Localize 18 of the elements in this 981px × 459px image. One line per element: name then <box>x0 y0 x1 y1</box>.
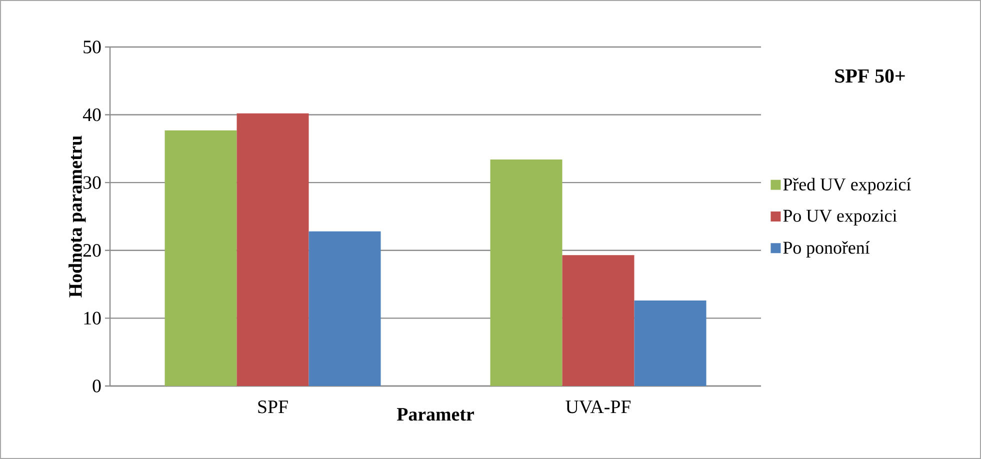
legend-label: Po ponoření <box>783 241 870 258</box>
bar <box>236 113 309 386</box>
bar <box>634 300 706 386</box>
y-tick-label: 10 <box>84 312 101 325</box>
x-axis-title: Parametr <box>396 408 474 421</box>
x-tick-label: SPF <box>258 400 288 414</box>
bar <box>490 160 562 386</box>
y-tick-label: 40 <box>82 108 101 122</box>
legend-label: Před UV expozicí <box>783 178 911 194</box>
bar <box>562 255 634 386</box>
text: SPF 50+ <box>835 69 905 83</box>
y-tick-label: 30 <box>83 176 101 189</box>
y-tick-label: 50 <box>84 40 101 54</box>
x-tick-label: UVA-PF <box>566 400 631 414</box>
y-tick-label: 0 <box>92 380 101 392</box>
bar <box>164 130 237 386</box>
legend-label: Po UV expozici <box>783 210 897 226</box>
bar <box>308 231 381 386</box>
